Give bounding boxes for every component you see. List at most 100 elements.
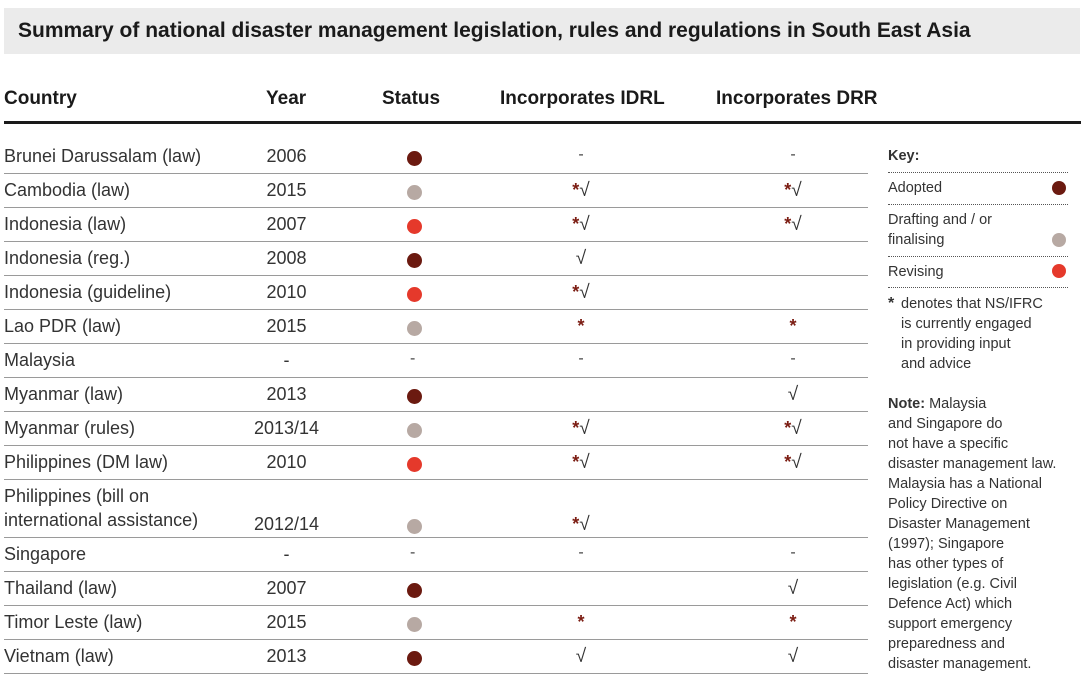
- cell-drr: -: [790, 350, 796, 367]
- star-icon: *: [572, 514, 580, 534]
- key-drafting-label-2: finalising: [888, 232, 945, 248]
- cell-year: 2006: [266, 146, 307, 166]
- star-icon: *: [572, 180, 580, 200]
- cell-country: Indonesia (guideline): [4, 282, 172, 302]
- row-divider: [4, 605, 868, 606]
- note-line: and Singapore do: [888, 416, 1003, 432]
- row-divider: [4, 241, 868, 242]
- check-icon: √: [579, 514, 590, 535]
- key-star-symbol: *: [888, 295, 895, 312]
- header-rule: [4, 121, 1081, 124]
- cell-country: Myanmar (rules): [4, 418, 136, 438]
- table-row: Cambodia (law) 2015 *√ *√: [4, 174, 868, 208]
- cell-idrl: *√: [501, 180, 661, 202]
- cell-idrl: -: [578, 544, 584, 561]
- star-icon: *: [784, 452, 792, 472]
- row-divider: [4, 275, 868, 276]
- check-icon: √: [575, 646, 587, 667]
- key-adopted-label: Adopted: [888, 180, 943, 196]
- table-row: Philippines (DM law) 2010 *√ *√: [4, 446, 868, 480]
- cell-idrl: √: [501, 248, 661, 270]
- cell-drr: *√: [713, 452, 873, 474]
- star-icon: *: [572, 214, 580, 234]
- cell-country: Philippines (DM law): [4, 452, 169, 472]
- status-dot-revising: [407, 287, 422, 302]
- cell-idrl: *√: [501, 452, 661, 474]
- cell-country: Myanmar (law): [4, 384, 124, 404]
- cell-idrl: *√: [501, 418, 661, 440]
- cell-country: Philippines (bill on: [4, 486, 150, 506]
- cell-year: 2013/14: [253, 418, 320, 438]
- check-icon: √: [791, 418, 802, 439]
- cell-year: -: [283, 544, 290, 564]
- status-dot-adopted: [407, 583, 422, 598]
- check-icon: √: [791, 214, 802, 235]
- cell-drr: *√: [713, 180, 873, 202]
- row-divider: [4, 639, 868, 640]
- note-line: preparedness and: [888, 636, 1005, 652]
- table-row: Brunei Darussalam (law) 2006 - -: [4, 140, 868, 174]
- row-divider: [4, 411, 868, 412]
- status-dot-revising: [407, 457, 422, 472]
- cell-year: 2010: [266, 282, 307, 302]
- table-row: Lao PDR (law) 2015 * *: [4, 310, 868, 344]
- key-divider: [888, 256, 1068, 257]
- table-row: Philippines (bill on international assist…: [4, 480, 868, 538]
- check-icon: √: [579, 282, 590, 303]
- cell-year: 2015: [266, 612, 307, 632]
- cell-idrl: √: [501, 646, 661, 668]
- note-line: Disaster Management: [888, 516, 1030, 532]
- key-star-text-3: in providing input: [901, 336, 1011, 352]
- key-star-text-2: is currently engaged: [901, 316, 1032, 332]
- cell-country: international assistance): [4, 510, 199, 530]
- star-icon: *: [572, 418, 580, 438]
- cell-idrl: -: [578, 146, 584, 163]
- status-dot-adopted: [407, 151, 422, 166]
- page-title: Summary of national disaster management …: [18, 19, 971, 42]
- cell-year: 2010: [266, 452, 307, 472]
- cell-year: 2015: [266, 180, 307, 200]
- status-dot-adopted: [407, 253, 422, 268]
- status-dot-drafting: [407, 423, 422, 438]
- check-icon: √: [787, 646, 799, 667]
- cell-year: -: [283, 350, 290, 370]
- check-icon: √: [791, 180, 802, 201]
- cell-country: Timor Leste (law): [4, 612, 143, 632]
- key-drafting-label-1: Drafting and / or: [888, 212, 992, 228]
- note-first-line: Note: Malaysia: [888, 394, 986, 414]
- check-icon: √: [787, 578, 799, 599]
- row-divider: [4, 537, 868, 538]
- check-icon: √: [579, 214, 590, 235]
- cell-status: -: [410, 350, 416, 367]
- table-row: Myanmar (rules) 2013/14 *√ *√: [4, 412, 868, 446]
- check-icon: √: [579, 180, 590, 201]
- table-row: Thailand (law) 2007 √: [4, 572, 868, 606]
- cell-year: 2007: [266, 578, 307, 598]
- table-row: Singapore - - - -: [4, 538, 868, 572]
- table-row: Indonesia (law) 2007 *√ *√: [4, 208, 868, 242]
- cell-country: Singapore: [4, 544, 87, 564]
- row-divider: [4, 377, 868, 378]
- check-icon: √: [579, 452, 590, 473]
- table-row: Malaysia - - - -: [4, 344, 868, 378]
- note-line: legislation (e.g. Civil: [888, 576, 1017, 592]
- table-row: Vietnam (law) 2013 √ √: [4, 640, 868, 674]
- note-line: (1997); Singapore: [888, 536, 1005, 552]
- cell-drr: √: [713, 384, 873, 406]
- check-icon: √: [787, 384, 799, 405]
- row-divider: [4, 173, 868, 174]
- key-divider: [888, 287, 1068, 288]
- check-icon: √: [579, 418, 590, 439]
- key-drafting-dot: [1052, 233, 1066, 247]
- star-icon: *: [789, 612, 797, 632]
- star-icon: *: [572, 282, 580, 302]
- note-line: disaster management.: [888, 656, 1032, 672]
- header-drr: Incorporates DRR: [716, 88, 878, 109]
- note-line: has other types of: [888, 556, 1004, 572]
- star-icon: *: [784, 214, 792, 234]
- cell-year: 2013: [266, 646, 307, 666]
- note-line: Malaysia has a National: [888, 476, 1042, 492]
- key-revising-dot: [1052, 264, 1066, 278]
- key-divider: [888, 172, 1068, 173]
- title-bar: Summary of national disaster management …: [4, 8, 1080, 54]
